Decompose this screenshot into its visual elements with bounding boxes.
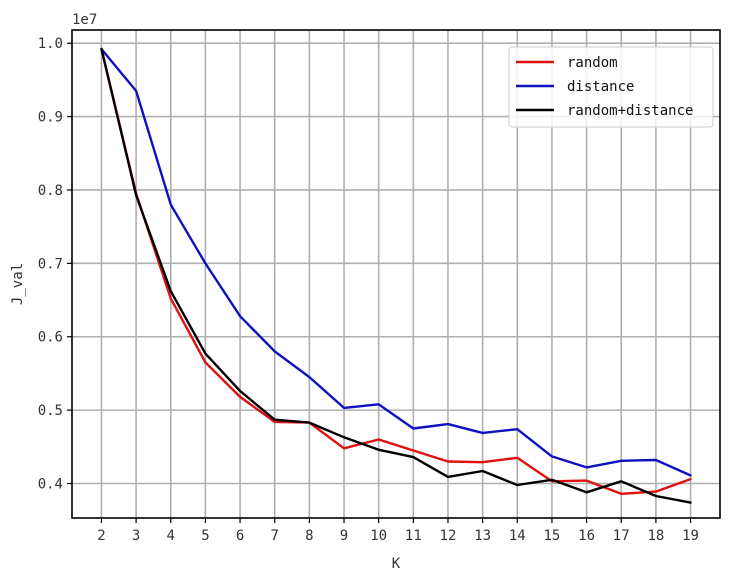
x-axis: 2 3 4 5 6 7 8 9 10 11 12 13 14 15 16 17 18 19 [97,518,699,544]
x-tick-label: 18 [647,528,664,544]
x-tick-label: 6 [236,528,244,544]
y-offset-label: 1e7 [72,12,97,28]
x-tick-label: 4 [167,528,175,544]
y-tick-label: 0.4 [38,477,63,493]
legend-entry-label: random+distance [567,103,693,119]
x-tick-label: 10 [370,528,387,544]
x-tick-label: 13 [474,528,491,544]
y-tick-label: 1.0 [38,36,63,52]
y-tick-label: 0.7 [38,256,63,272]
legend-entry-label: random [567,55,618,71]
series-line-distance [100,47,692,477]
plot-area [71,29,721,519]
x-tick-label: 16 [578,528,595,544]
y-axis: 0.4 0.5 0.6 0.7 0.8 0.9 1.0 [38,36,72,493]
series-line-random [100,47,692,495]
x-tick-label: 12 [440,528,457,544]
x-tick-label: 5 [201,528,209,544]
series-lines [100,47,692,504]
y-tick-label: 0.6 [38,330,63,346]
x-tick-label: 19 [682,528,699,544]
legend-entry-label: distance [567,79,634,95]
x-tick-label: 14 [509,528,526,544]
legend: random distance random+distance [508,46,714,128]
x-tick-label: 17 [613,528,630,544]
x-tick-label: 11 [405,528,422,544]
x-tick-label: 15 [544,528,561,544]
y-tick-label: 0.5 [38,403,63,419]
y-tick-label: 0.9 [38,110,63,126]
y-tick-label: 0.8 [38,183,63,199]
x-tick-label: 8 [305,528,313,544]
grid [72,30,720,518]
legend-box [508,46,714,128]
x-axis-label: K [392,556,401,572]
x-tick-label: 9 [340,528,348,544]
series-line-random-distance [100,47,692,504]
x-tick-label: 3 [132,528,140,544]
y-axis-label: J_val [10,263,26,305]
x-tick-label: 2 [97,528,105,544]
x-tick-label: 7 [270,528,278,544]
